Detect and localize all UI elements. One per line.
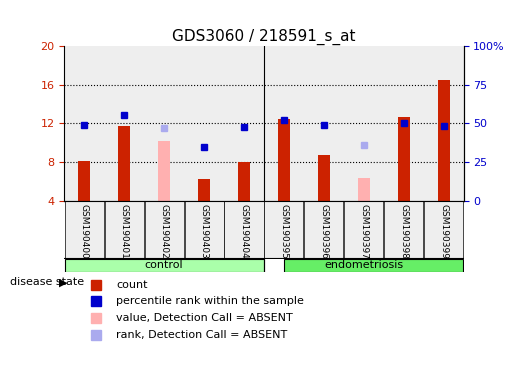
Text: GSM190397: GSM190397	[359, 204, 368, 258]
Text: GSM190395: GSM190395	[280, 204, 288, 258]
Bar	[398, 117, 409, 201]
FancyBboxPatch shape	[65, 259, 264, 271]
FancyBboxPatch shape	[184, 201, 224, 258]
Bar	[78, 161, 90, 201]
FancyBboxPatch shape	[304, 201, 344, 258]
Bar	[304, 46, 344, 201]
Bar	[158, 141, 170, 201]
Text: value, Detection Call = ABSENT: value, Detection Call = ABSENT	[116, 313, 293, 323]
Text: disease state: disease state	[10, 277, 84, 287]
Text: rank, Detection Call = ABSENT: rank, Detection Call = ABSENT	[116, 330, 287, 340]
Bar	[238, 162, 250, 201]
Bar	[278, 119, 290, 201]
Text: ▶: ▶	[59, 277, 68, 287]
Text: GSM190404: GSM190404	[239, 204, 248, 258]
Bar	[64, 46, 104, 201]
Text: GSM190398: GSM190398	[399, 204, 408, 258]
Text: GSM190400: GSM190400	[80, 204, 89, 258]
Bar	[224, 46, 264, 201]
Text: GSM190399: GSM190399	[439, 204, 448, 258]
FancyBboxPatch shape	[145, 201, 184, 258]
Text: count: count	[116, 280, 148, 290]
Bar	[318, 155, 330, 201]
FancyBboxPatch shape	[424, 201, 463, 258]
Bar	[104, 46, 144, 201]
Text: GSM190402: GSM190402	[160, 204, 168, 258]
Text: percentile rank within the sample: percentile rank within the sample	[116, 296, 304, 306]
Bar	[198, 179, 210, 201]
Text: control: control	[145, 260, 183, 270]
Bar	[344, 46, 384, 201]
Bar	[384, 46, 423, 201]
Text: GSM190403: GSM190403	[200, 204, 209, 258]
Title: GDS3060 / 218591_s_at: GDS3060 / 218591_s_at	[172, 28, 356, 45]
Bar	[144, 46, 184, 201]
Text: endometriosis: endometriosis	[324, 260, 403, 270]
Bar	[118, 126, 130, 201]
FancyBboxPatch shape	[284, 259, 463, 271]
Text: GSM190401: GSM190401	[120, 204, 129, 258]
Bar	[423, 46, 464, 201]
FancyBboxPatch shape	[264, 201, 303, 258]
FancyBboxPatch shape	[384, 201, 423, 258]
FancyBboxPatch shape	[65, 201, 104, 258]
Bar	[264, 46, 304, 201]
FancyBboxPatch shape	[105, 201, 144, 258]
Bar	[438, 80, 450, 201]
FancyBboxPatch shape	[344, 201, 383, 258]
FancyBboxPatch shape	[225, 201, 264, 258]
Bar	[184, 46, 224, 201]
Bar	[358, 179, 370, 201]
Text: GSM190396: GSM190396	[319, 204, 328, 258]
